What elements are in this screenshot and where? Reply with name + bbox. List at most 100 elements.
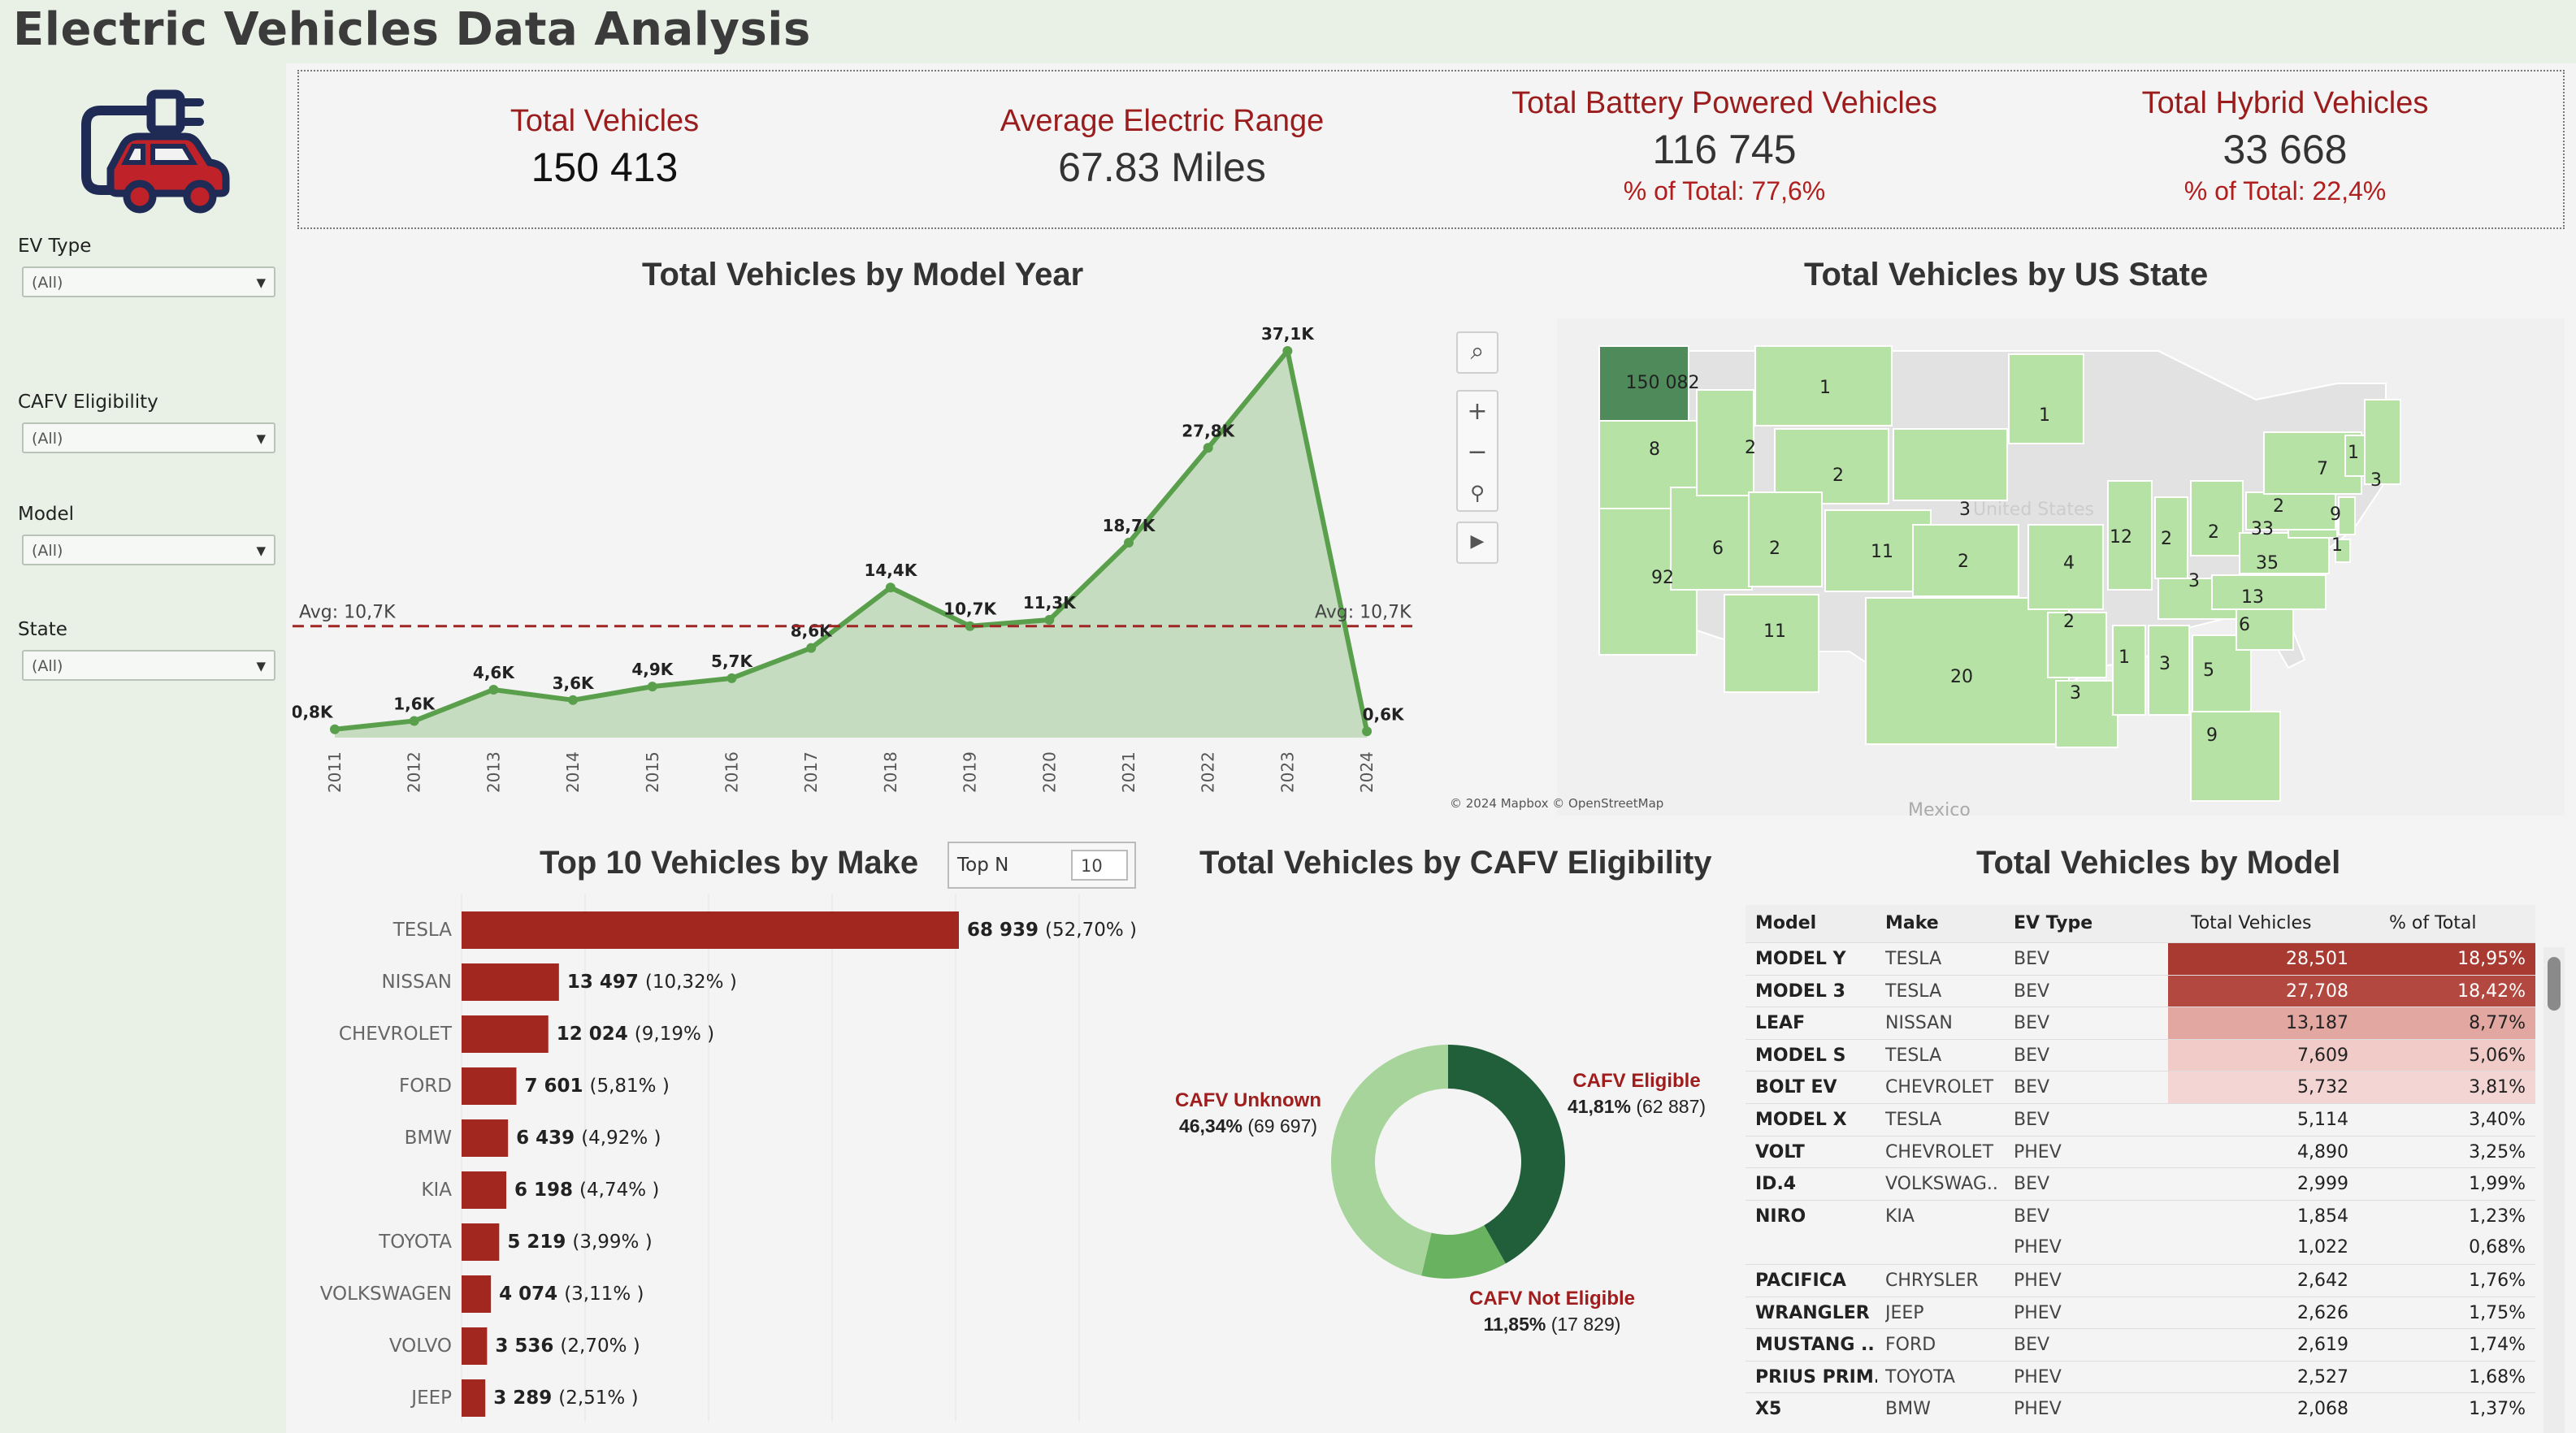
table-row[interactable]: PHEV 1,022 0,68% [1746,1232,2535,1264]
table-cell-pct: 8,77% [2360,1007,2535,1041]
table-row[interactable]: LEAF NISSAN BEV 13,187 8,77% [1746,1007,2535,1041]
bar-pct-label: (3,99% ) [572,1232,652,1253]
table-row[interactable]: X5 BMW PHEV 2,068 1,37% [1746,1392,2535,1425]
table-cell-pct: 3,25% [2469,1141,2526,1162]
table-row[interactable]: MODEL 3 TESLA BEV 27,708 18,42% [1746,974,2535,1008]
state-value: (All) [32,657,63,675]
x-tick-label: 2019 [961,751,980,793]
chevron-down-icon: ▼ [256,431,266,446]
table-row[interactable]: MODEL Y TESLA BEV 28,501 18,95% [1746,942,2535,976]
table-cell-ev-type: PHEV [2014,1271,2062,1291]
state-value-label: 20 [1950,667,1973,687]
zoom-in-icon[interactable]: + [1467,397,1488,426]
table-cell-make: NISSAN [1885,1013,1953,1034]
table-row[interactable]: MUSTANG .. FORD BEV 2,619 1,74% [1746,1328,2535,1361]
table-scrollbar[interactable] [2543,947,2565,1433]
kpi-value: 150 413 [531,145,679,190]
table-cell-model [1755,1232,1877,1264]
table-cell-total: 2,999 [2297,1174,2348,1195]
bar-pct-label: (2,70% ) [560,1336,640,1357]
table-row[interactable]: NIRO KIA BEV 1,854 1,23% [1746,1199,2535,1232]
table-cell-make: TESLA [1885,949,1942,969]
state-select[interactable]: (All) ▼ [22,650,275,681]
donut-slice-count: (17 829) [1551,1314,1621,1335]
data-point [1282,345,1293,356]
scrollbar-thumb[interactable] [2548,957,2561,1011]
us-state-map[interactable]: 150 082 8 92 6 2 1 2 2 11 11 3 2 20 1 4 2 3 12 2 2 1 3 5 3 6 13 9 3… [1557,318,2565,816]
table-cell-model: MODEL 3 [1755,981,1845,1002]
table-cell-ev-type: PHEV [2014,1366,2062,1388]
state-value-label: 2 [1769,539,1780,559]
data-point [1362,726,1373,737]
ev-type-select[interactable]: (All) ▼ [22,266,275,297]
data-label: 14,4K [864,561,917,580]
state-shape-mt [1754,345,1893,426]
x-tick-label: 2015 [643,751,662,793]
kpi-percent: % of Total: 22,4% [2184,176,2387,206]
donut-slice [1448,1045,1565,1264]
map-play-button[interactable]: ▶ [1456,522,1498,564]
data-label: 18,7K [1103,516,1156,535]
bar [462,1327,488,1365]
ev-type-value: (All) [32,274,63,292]
state-value-label: 13 [2241,587,2264,608]
col-header-model[interactable]: Model [1755,913,1817,933]
kpi-hybrid-vehicles: Total Hybrid Vehicles 33 668 % of Total:… [2025,86,2545,206]
play-icon: ▶ [1470,531,1485,552]
donut-slice-value: 41,81% (62 887) [1568,1096,1706,1117]
pin-icon[interactable]: ⚲ [1470,482,1485,504]
top-n-label: Top N [957,855,1009,876]
data-point [488,684,499,695]
table-cell-ev-type: BEV [2014,1335,2050,1356]
table-cell-ev-type: PHEV [2014,1237,2062,1258]
filter-label-ev-type: EV Type [18,236,92,257]
map-zoom-controls[interactable]: + − ⚲ [1456,390,1498,512]
table-cell-pct: 1,68% [2469,1366,2526,1388]
state-value-label: 2 [1745,438,1756,458]
state-value-label: 9 [2206,725,2218,746]
col-header-total[interactable]: Total Vehicles [2191,913,2312,933]
state-value-label: 33 [2251,519,2274,539]
table-cell-ev-type: BEV [2014,1110,2050,1130]
table-cell-total: 4,890 [2297,1141,2348,1162]
bar-pct-label: (4,74% ) [579,1180,659,1201]
table-row[interactable]: PACIFICA CHRYSLER PHEV 2,642 1,76% [1746,1264,2535,1297]
top-n-input[interactable]: 10 [1071,850,1128,881]
zoom-out-icon[interactable]: − [1467,438,1488,466]
table-row[interactable]: ID.4 VOLKSWAG.. BEV 2,999 1,99% [1746,1167,2535,1200]
col-header-pct[interactable]: % of Total [2389,913,2477,933]
col-header-ev-type[interactable]: EV Type [2014,913,2093,933]
data-point [409,716,419,726]
table-row[interactable]: VOLT CHEVROLET PHEV 4,890 3,25% [1746,1135,2535,1168]
table-row[interactable]: MODEL S TESLA BEV 7,609 5,06% [1746,1038,2535,1072]
table-cell-ev-type: PHEV [2014,1141,2062,1162]
x-tick-label: 2011 [325,751,345,793]
table-row[interactable]: PRIUS PRIM.. TOYOTA PHEV 2,527 1,68% [1746,1360,2535,1393]
data-point [330,724,340,734]
x-tick-label: 2013 [484,751,503,793]
us-state-title: Total Vehicles by US State [1804,257,2209,292]
filter-label-cafv: CAFV Eligibility [18,392,158,413]
data-point [568,695,579,705]
table-row[interactable]: BOLT EV CHEVROLET BEV 5,732 3,81% [1746,1071,2535,1105]
col-header-make[interactable]: Make [1885,913,1939,933]
x-tick-label: 2012 [405,751,424,793]
table-row[interactable]: WRANGLER JEEP PHEV 2,626 1,75% [1746,1296,2535,1329]
state-value-label: 3 [2188,571,2200,591]
model-select[interactable]: (All) ▼ [22,535,275,565]
page-title: Electric Vehicles Data Analysis [13,3,811,56]
bar-pct-label: (3,11% ) [564,1284,644,1305]
state-shape-vt [2344,435,2366,477]
data-label: 0,6K [1363,704,1405,724]
table-row[interactable]: MODEL X TESLA BEV 5,114 3,40% [1746,1103,2535,1136]
x-tick-label: 2017 [801,751,821,793]
state-value-label: 2 [2161,529,2172,549]
state-shape-la [2055,680,2118,748]
state-value-label: 7 [2317,459,2328,479]
table-cell-ev-type: BEV [2014,1013,2050,1034]
data-label: 10,7K [943,600,997,619]
cafv-select[interactable]: (All) ▼ [22,422,275,453]
kpi-title: Total Battery Powered Vehicles [1511,86,1937,120]
map-search-button[interactable]: ⌕ [1456,331,1498,374]
